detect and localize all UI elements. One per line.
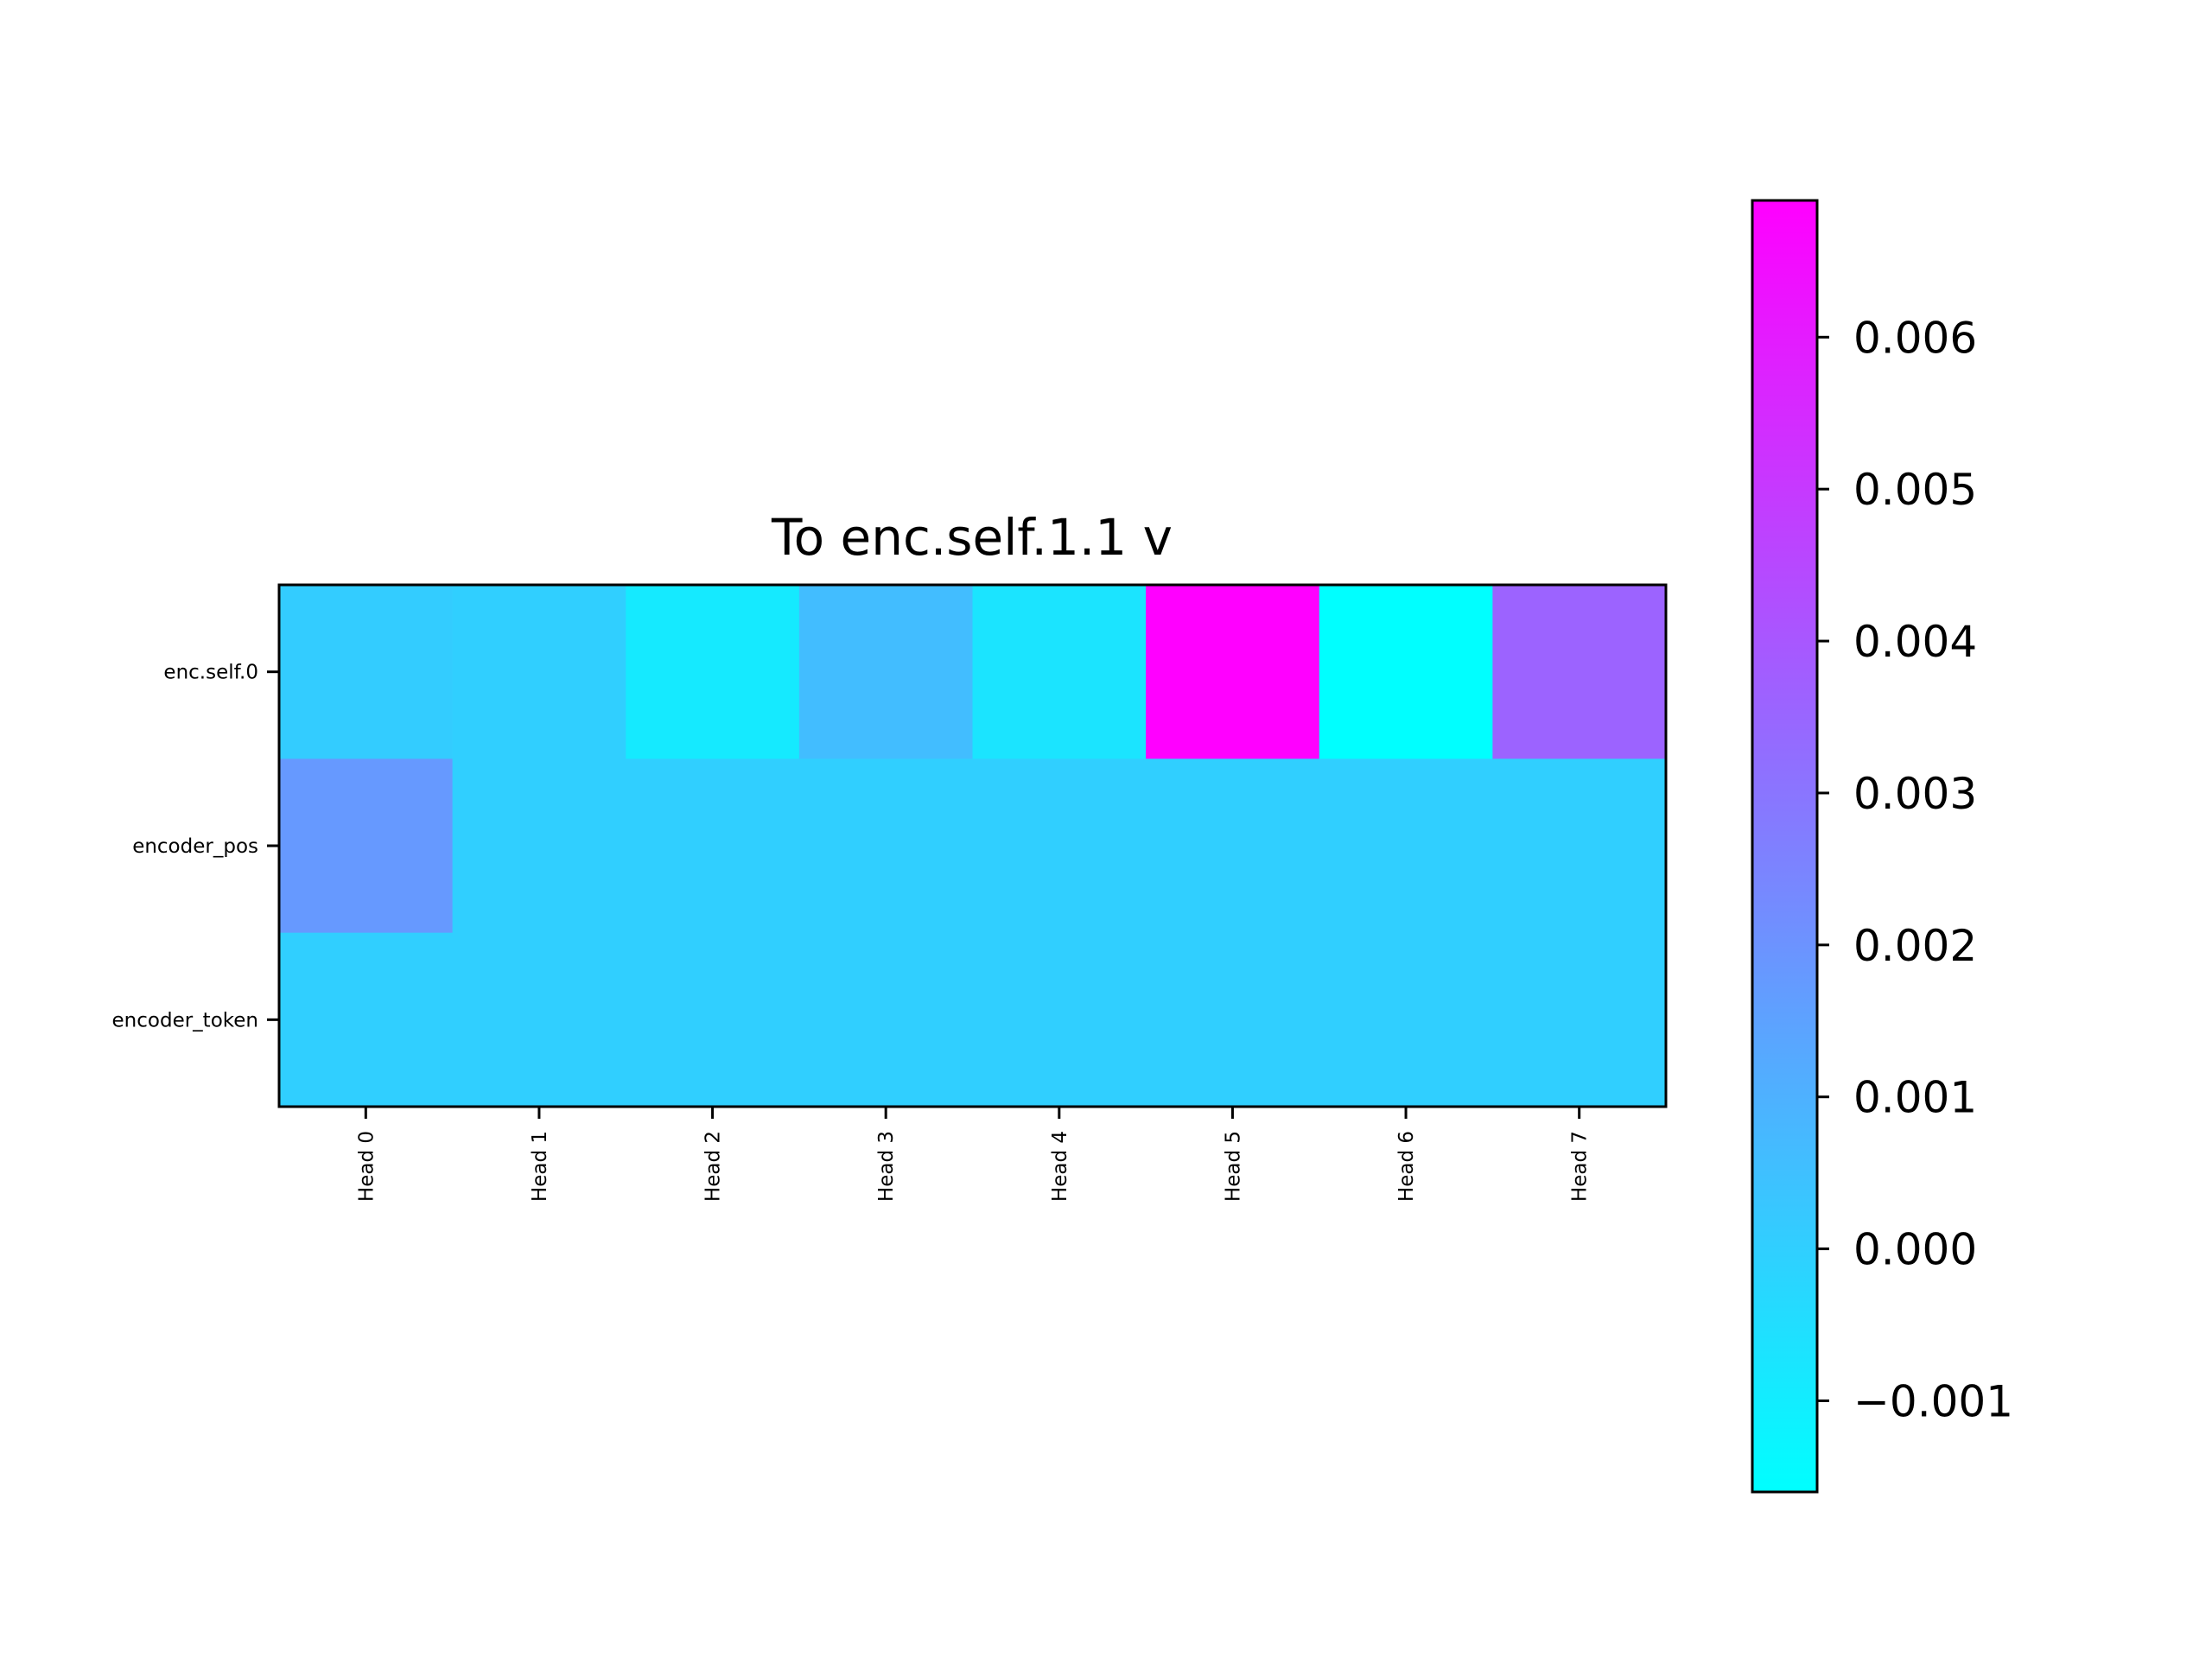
heatmap-cell <box>973 585 1147 759</box>
x-tick-label: Head 4 <box>1049 1131 1071 1202</box>
heatmap-cell <box>1146 759 1319 933</box>
colorbar-tick-label: 0.006 <box>1853 313 1977 363</box>
heatmap-cell <box>973 933 1147 1108</box>
heatmap-cell <box>1319 759 1493 933</box>
colorbar-tick-label: 0.002 <box>1853 921 1977 971</box>
heatmap-cell <box>1146 933 1319 1108</box>
x-tick-label: Head 0 <box>355 1131 378 1202</box>
colorbar-tick-label: 0.003 <box>1853 769 1977 819</box>
heatmap-cell <box>1492 933 1666 1108</box>
colorbar-tick-label: 0.000 <box>1853 1225 1977 1275</box>
x-tick-label: Head 7 <box>1569 1131 1592 1202</box>
heatmap-cell <box>453 759 626 933</box>
heatmap-cell <box>1492 759 1666 933</box>
x-tick-label: Head 1 <box>529 1131 551 1202</box>
colorbar-tick-label: 0.005 <box>1853 465 1977 515</box>
heatmap-cell <box>626 933 799 1108</box>
heatmap-cell <box>279 933 453 1108</box>
heatmap-cell <box>626 585 799 759</box>
heatmap-cell <box>1146 585 1319 759</box>
colorbar-ticks: −0.001 0.000 0.001 0.002 0.003 0.004 0.005 0.00… <box>1817 313 2013 1426</box>
y-tick-label: encoder_token <box>112 1009 258 1031</box>
heatmap-cells <box>279 585 1667 1108</box>
y-tick-label: enc.self.0 <box>163 662 258 684</box>
colorbar: −0.001 0.000 0.001 0.002 0.003 0.004 0.005 0.00… <box>1752 200 2013 1492</box>
y-axis: enc.self.0 encoder_pos encoder_token <box>112 662 279 1032</box>
colorbar-tick-label: 0.001 <box>1853 1073 1977 1123</box>
colorbar-tick-label: 0.004 <box>1853 617 1977 667</box>
heatmap-cell <box>799 759 973 933</box>
x-tick-label: Head 3 <box>875 1131 898 1202</box>
heatmap-cell <box>799 585 973 759</box>
colorbar-gradient <box>1752 200 1817 1492</box>
heatmap-cell <box>453 933 626 1108</box>
y-tick-label: encoder_pos <box>132 835 258 858</box>
heatmap-cell <box>973 759 1147 933</box>
heatmap-cell <box>1492 585 1666 759</box>
x-tick-label: Head 5 <box>1222 1131 1244 1202</box>
heatmap-cell <box>626 759 799 933</box>
heatmap-cell <box>1319 933 1493 1108</box>
heatmap-cell <box>279 585 453 759</box>
x-tick-label: Head 2 <box>702 1131 725 1202</box>
colorbar-tick-label: −0.001 <box>1853 1376 2013 1426</box>
x-axis: Head 0 Head 1 Head 2 Head 3 Head 4 Head 5 Head… <box>355 1107 1591 1202</box>
x-tick-label: Head 6 <box>1395 1131 1418 1202</box>
heatmap-cell <box>453 585 626 759</box>
heatmap-cell <box>799 933 973 1108</box>
chart-title: To enc.self.1.1 v <box>771 508 1173 567</box>
heatmap-cell <box>279 759 453 933</box>
heatmap-cell <box>1319 585 1493 759</box>
